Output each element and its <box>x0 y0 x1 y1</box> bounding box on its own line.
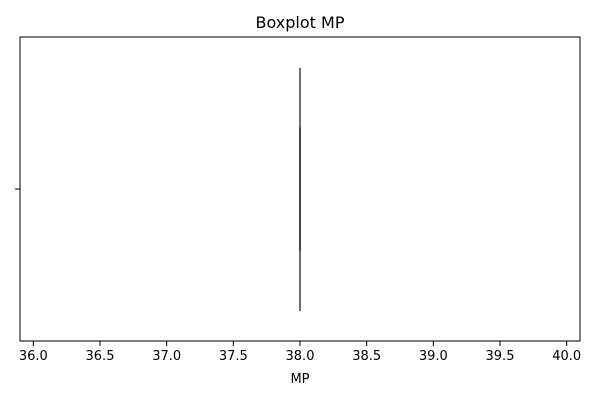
x-tick-label: 37.0 <box>152 349 181 364</box>
x-tick-label: 36.0 <box>19 349 48 364</box>
x-tick-label: 40.0 <box>552 349 581 364</box>
chart-title: Boxplot MP <box>256 13 345 32</box>
x-tick-label: 39.0 <box>419 349 448 364</box>
x-tick-label: 36.5 <box>86 349 115 364</box>
x-axis-label: MP <box>290 372 309 387</box>
x-axis-ticks: 36.0 36.5 37.0 37.5 38.0 38.5 39.0 39.5 40.0 <box>19 341 581 364</box>
x-tick-label: 39.5 <box>486 349 515 364</box>
x-tick-label: 38.0 <box>286 349 315 364</box>
x-tick-label: 37.5 <box>219 349 248 364</box>
x-tick-label: 38.5 <box>352 349 381 364</box>
